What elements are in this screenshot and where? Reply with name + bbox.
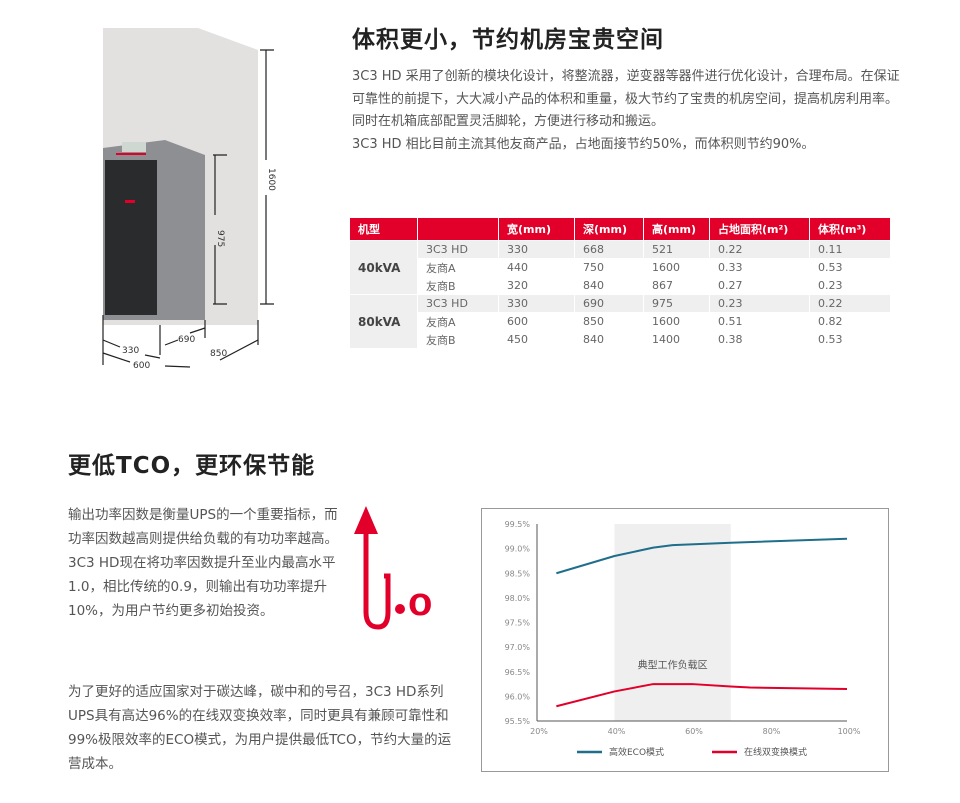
size-comparison-table: 机型 宽(mm) 深(mm) 高(mm) 占地面积(m²) 体积(m³) 40kVA 3C3… [349, 217, 891, 349]
y-tick-label: 97.5% [505, 619, 531, 628]
y-tick-label: 98.0% [505, 594, 531, 603]
ups-front-grille [105, 160, 157, 315]
table-cell: 975 [644, 295, 709, 312]
table-cell: 850 [575, 313, 643, 330]
table-cell: 690 [575, 295, 643, 312]
series-line-0 [556, 537, 848, 575]
table-cell: 友商A [418, 259, 498, 276]
table-header: 高(mm) [644, 218, 709, 240]
y-tick-label: 95.5% [505, 717, 531, 726]
table-row: 友商A 600 850 1600 0.51 0.82 [350, 313, 890, 330]
x-tick-label: 80% [763, 727, 781, 736]
dim-height-big: 1600 [266, 168, 276, 191]
table-cell: 840 [575, 331, 643, 348]
ups-display [122, 142, 146, 152]
y-tick-label: 98.5% [505, 569, 531, 578]
y-tick-label: 99.0% [505, 545, 531, 554]
section1-description: 3C3 HD 采用了创新的模块化设计，将整流器，逆变器等器件进行优化设计，合理布… [352, 66, 902, 156]
table-cell: 0.23 [810, 277, 890, 294]
table-cell: 0.33 [710, 259, 809, 276]
y-tick-label: 97.0% [505, 643, 531, 652]
table-cell: 750 [575, 259, 643, 276]
table-cell: 521 [644, 241, 709, 258]
table-cell: 450 [499, 331, 574, 348]
dim-height-small: 975 [215, 230, 225, 247]
dim-width-small: 330 [122, 346, 139, 356]
table-row: 友商A 440 750 1600 0.33 0.53 [350, 259, 890, 276]
power-factor-paragraph: 输出功率因数是衡量UPS的一个重要指标，而功率因数越高则提供给负载的有功功率越高… [68, 507, 338, 619]
dim-width-big: 600 [133, 361, 150, 370]
table-row: 友商B 320 840 867 0.27 0.23 [350, 277, 890, 294]
table-cell: 0.51 [710, 313, 809, 330]
table-cell: 0.22 [810, 295, 890, 312]
table-header [418, 218, 498, 240]
table-cell: 330 [499, 241, 574, 258]
section2-title: 更低TCO，更环保节能 [68, 453, 316, 479]
table-row: 友商B 450 840 1400 0.38 0.53 [350, 331, 890, 348]
region-label: 典型工作负载区 [638, 658, 708, 671]
table-cell: 668 [575, 241, 643, 258]
table-cell: 600 [499, 313, 574, 330]
efficiency-chart: 典型工作负载区 95.5% 96.0% 96.5% 97.0% 97.5% 98.0% 98.… [481, 508, 889, 772]
y-tick-label: 96.0% [505, 692, 531, 701]
table-cell: 0.23 [710, 295, 809, 312]
table-cell: 友商A [418, 313, 498, 330]
table-cell: 330 [499, 295, 574, 312]
table-cell: 867 [644, 277, 709, 294]
table-header: 占地面积(m²) [710, 218, 809, 240]
x-tick-label: 40% [608, 727, 626, 736]
table-cell: 1600 [644, 313, 709, 330]
table-cell: 0.27 [710, 277, 809, 294]
legend-label: 高效ECO模式 [609, 746, 664, 758]
paragraph: 3C3 HD 采用了创新的模块化设计，将整流器，逆变器等器件进行优化设计，合理布… [352, 69, 900, 129]
dim-depth-small: 690 [178, 335, 195, 345]
dim-depth-big: 850 [210, 349, 227, 359]
table-header: 宽(mm) [499, 218, 574, 240]
table-header: 深(mm) [575, 218, 643, 240]
ups-size-illustration: 975 1600 330 690 600 850 [102, 28, 276, 370]
series-line-1 [556, 683, 848, 708]
section1-title: 体积更小，节约机房宝贵空间 [352, 27, 664, 53]
table-row: 80kVA 3C3 HD 330 690 975 0.23 0.22 [350, 295, 890, 348]
legend-label: 在线双变换模式 [744, 746, 807, 758]
table-cell: 0.53 [810, 331, 890, 348]
table-cell: 3C3 HD [418, 241, 498, 258]
table-row: 40kVA 3C3 HD 330 668 521 0.22 0.11 [350, 241, 890, 294]
table-cell: 440 [499, 259, 574, 276]
table-header: 体积(m³) [810, 218, 890, 240]
x-tick-label: 100% [838, 727, 861, 736]
paragraph: 3C3 HD 相比目前主流其他友商产品，占地面接节约50%，而体积则节约90%。 [352, 136, 815, 152]
arrow-up-icon [354, 506, 378, 534]
table-cell: 1600 [644, 259, 709, 276]
table-cell: 0.11 [810, 241, 890, 258]
table-cell: 友商B [418, 277, 498, 294]
typical-load-region [614, 524, 731, 721]
efficiency-paragraph: 为了更好的适应国家对于碳达峰，碳中和的号召，3C3 HD系列UPS具有高达96%… [68, 684, 452, 772]
table-cell: 0.22 [710, 241, 809, 258]
svg-text:o: o [408, 580, 432, 624]
table-cell: 1400 [644, 331, 709, 348]
table-cell: 友商B [418, 331, 498, 348]
power-factor-graphic: o [354, 506, 432, 630]
table-cell: 320 [499, 277, 574, 294]
table-cell: 0.53 [810, 259, 890, 276]
model-cell: 40kVA [350, 241, 417, 294]
x-tick-label: 60% [685, 727, 703, 736]
model-cell: 80kVA [350, 295, 417, 348]
y-tick-label: 96.5% [505, 668, 531, 677]
x-tick-label: 20% [530, 727, 548, 736]
table-cell: 0.82 [810, 313, 890, 330]
table-cell: 3C3 HD [418, 295, 498, 312]
table-cell: 840 [575, 277, 643, 294]
efficiency-chart-svg: 典型工作负载区 95.5% 96.0% 96.5% 97.0% 97.5% 98.0% 98.… [505, 520, 861, 758]
table-cell: 0.38 [710, 331, 809, 348]
table-header: 机型 [350, 218, 417, 240]
y-tick-label: 99.5% [505, 520, 531, 529]
